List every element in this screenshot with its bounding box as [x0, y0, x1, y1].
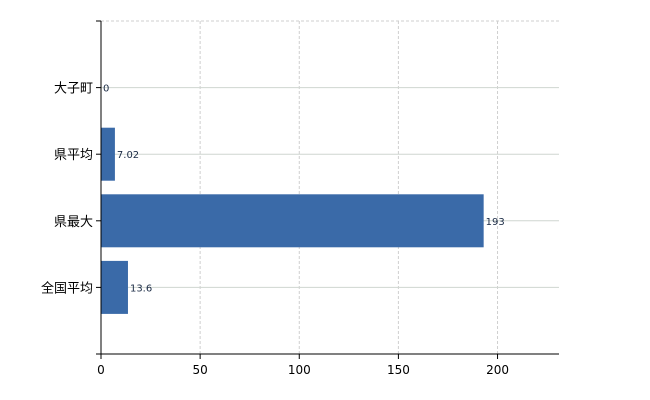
x-tick-label: 50: [192, 363, 207, 377]
x-tick-label: 200: [486, 363, 509, 377]
x-tick-label: 100: [288, 363, 311, 377]
data-label: 193: [486, 217, 505, 228]
bar: [101, 127, 115, 181]
data-label: 7.02: [117, 150, 139, 161]
bar: [101, 194, 484, 248]
x-tick-label: 150: [387, 363, 410, 377]
bar: [101, 260, 128, 314]
data-label: 13.6: [130, 283, 152, 294]
category-label: 県最大: [54, 215, 93, 230]
x-tick-label: 0: [97, 363, 105, 377]
category-label: 大子町: [54, 82, 93, 97]
data-label: 0: [103, 84, 109, 95]
category-label: 全国平均: [41, 280, 93, 296]
category-label: 県平均: [54, 148, 93, 163]
